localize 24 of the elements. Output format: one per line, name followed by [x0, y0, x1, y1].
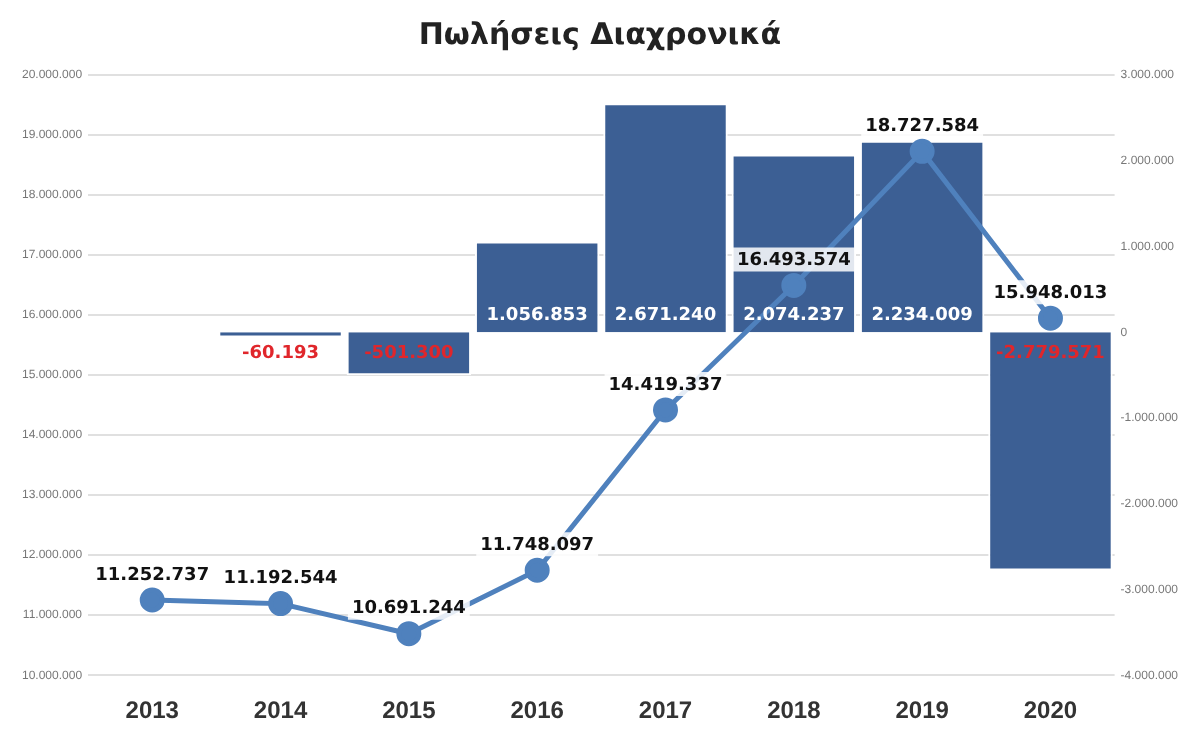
data-label: 15.948.013: [993, 283, 1108, 304]
data-label: 11.748.097: [480, 535, 595, 556]
data-label: -60.193: [242, 343, 320, 364]
data-label: 10.691.244: [351, 599, 466, 620]
data-label: 1.056.853: [486, 305, 588, 326]
data-label: -2.779.571: [996, 343, 1105, 364]
x-tick-label: 2013: [125, 696, 180, 725]
data-label: 2.671.240: [614, 305, 717, 326]
data-label: 14.419.337: [608, 375, 723, 396]
x-tick-label: 2017: [638, 696, 693, 725]
x-tick-label: 2020: [1023, 696, 1078, 725]
x-tick-label: 2014: [253, 696, 308, 725]
x-tick-label: 2016: [510, 696, 565, 725]
x-tick-label: 2015: [382, 696, 437, 725]
data-label: 2.234.009: [871, 305, 973, 326]
data-label: 18.727.584: [865, 117, 980, 138]
chart-title: Πωλήσεις Διαχρονικά: [416, 16, 784, 52]
x-tick-label: 2019: [895, 696, 950, 725]
x-tick-label: 2018: [767, 696, 822, 725]
data-label: 11.192.544: [223, 569, 338, 590]
data-label: 2.074.237: [743, 305, 845, 326]
data-label: -501.300: [364, 343, 454, 364]
data-label: 16.493.574: [736, 251, 851, 272]
data-label: 11.252.737: [95, 565, 210, 586]
